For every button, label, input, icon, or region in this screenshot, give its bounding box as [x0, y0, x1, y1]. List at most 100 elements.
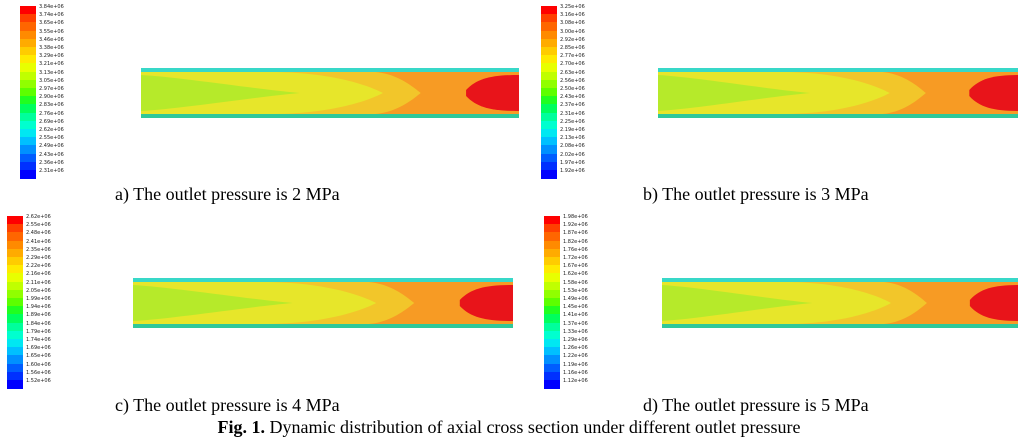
colorbar-swatch [541, 120, 557, 130]
colorbar-swatch [20, 145, 36, 154]
colorbar-tick-label: 3.00e+06 [560, 28, 585, 35]
colorbar-tick-label: 2.63e+06 [560, 69, 585, 76]
colorbar-swatch [7, 306, 23, 315]
colorbar-swatch [20, 153, 36, 163]
contour-band-red [459, 285, 513, 321]
contour-rim-bottom [658, 114, 1018, 118]
colorbar-tick-label: 1.37e+06 [563, 320, 588, 327]
colorbar-tick-label: 1.69e+06 [26, 345, 51, 352]
colorbar-swatch [20, 30, 36, 40]
colorbar-tick-label: 2.69e+06 [39, 118, 64, 125]
colorbar-swatch [541, 145, 557, 154]
colorbar-swatch [7, 216, 23, 225]
colorbar-swatch [541, 47, 557, 56]
colorbar-tick-label: 1.52e+06 [26, 378, 51, 384]
colorbar-tick-label: 2.85e+06 [560, 45, 585, 51]
colorbar-tick-label: 1.89e+06 [26, 312, 51, 319]
colorbar-swatch [544, 232, 560, 241]
colorbar-tick-label: 3.13e+06 [39, 69, 64, 76]
contour-rim-bottom [662, 324, 1018, 328]
colorbar-tick-label: 1.45e+06 [563, 304, 588, 311]
colorbar-swatch [7, 248, 23, 258]
colorbar-tick-label: 3.21e+06 [39, 61, 64, 68]
colorbar-swatch [20, 71, 36, 81]
colorbar-tick-label: 2.43e+06 [560, 94, 585, 101]
colorbar-tick-label: 2.11e+06 [26, 279, 51, 286]
pressure-contour [133, 278, 513, 328]
colorbar-tick-label: 1.76e+06 [563, 246, 588, 253]
figure-label: Fig. 1. [217, 417, 265, 437]
colorbar-tick-label: 2.55e+06 [39, 135, 64, 142]
colorbar-swatch [541, 129, 557, 138]
colorbar-tick-label: 2.25e+06 [560, 118, 585, 125]
colorbar-swatch [7, 281, 23, 291]
colorbar-swatch [544, 363, 560, 373]
colorbar-swatch [7, 330, 23, 340]
colorbar-swatch [541, 153, 557, 163]
colorbar-swatch [541, 104, 557, 113]
colorbar-tick-label: 3.46e+06 [39, 36, 64, 43]
colorbar-tick-label: 2.22e+06 [26, 263, 51, 270]
colorbar-swatch [544, 216, 560, 225]
colorbar-tick-label: 2.08e+06 [560, 143, 585, 150]
colorbar-swatch [20, 170, 36, 179]
colorbar-tick-label: 2.02e+06 [560, 151, 585, 158]
panel-caption: c) The outlet pressure is 4 MPa [115, 395, 340, 415]
colorbar-tick-label: 1.67e+06 [563, 263, 588, 270]
colorbar-swatch [544, 306, 560, 315]
colorbar-tick-label: 2.90e+06 [39, 94, 64, 101]
colorbar-swatch [7, 314, 23, 323]
colorbar-swatch [20, 38, 36, 48]
colorbar-tick-label: 1.19e+06 [563, 361, 588, 368]
colorbar-swatch [20, 161, 36, 171]
contour-band-red [466, 75, 519, 111]
colorbar-swatch [544, 347, 560, 356]
contour-band-lime [658, 75, 811, 111]
colorbar-tick-label: 2.41e+06 [26, 238, 51, 245]
colorbar-swatch [541, 112, 557, 122]
colorbar-swatch [7, 224, 23, 233]
colorbar-swatch [541, 6, 557, 15]
panel-caption: a) The outlet pressure is 2 MPa [115, 184, 340, 204]
colorbar-tick-label: 2.19e+06 [560, 127, 585, 133]
colorbar-swatch [20, 22, 36, 31]
colorbar-tick-label: 2.70e+06 [560, 61, 585, 68]
contour-rim-top [662, 278, 1018, 282]
colorbar-tick-label: 1.22e+06 [563, 353, 588, 360]
colorbar-swatch [7, 347, 23, 356]
colorbar-swatch [541, 170, 557, 179]
colorbar-swatch [7, 355, 23, 364]
colorbar-tick-label: 3.08e+06 [560, 20, 585, 27]
colorbar-swatch [541, 88, 557, 97]
colorbar-tick-label: 2.92e+06 [560, 36, 585, 43]
colorbar-swatch [541, 55, 557, 64]
colorbar-tick-label: 1.60e+06 [26, 361, 51, 368]
colorbar-swatch [544, 322, 560, 332]
colorbar-swatch [20, 88, 36, 97]
colorbar-tick-label: 3.38e+06 [39, 45, 64, 51]
colorbar-tick-label: 1.41e+06 [563, 312, 588, 319]
colorbar-swatch [20, 137, 36, 146]
colorbar-tick-label: 1.62e+06 [563, 271, 588, 278]
colorbar-swatch [20, 104, 36, 113]
colorbar-swatch [7, 298, 23, 307]
colorbar-swatch [7, 363, 23, 373]
colorbar-swatch [541, 22, 557, 31]
colorbar-swatch [20, 129, 36, 138]
colorbar-tick-label: 2.31e+06 [39, 168, 64, 174]
colorbar-swatch [544, 330, 560, 340]
colorbar-tick-label: 2.35e+06 [26, 246, 51, 253]
contour-band-lime [133, 285, 293, 321]
colorbar-tick-label: 1.98e+06 [563, 214, 588, 220]
colorbar-swatch [7, 265, 23, 274]
colorbar-tick-label: 3.84e+06 [39, 4, 64, 10]
colorbar-swatch [7, 339, 23, 348]
colorbar-tick-label: 1.94e+06 [26, 304, 51, 311]
colorbar-tick-label: 2.31e+06 [560, 110, 585, 117]
colorbar-swatch [544, 248, 560, 258]
colorbar-swatch [20, 96, 36, 105]
contour-band-red [969, 285, 1018, 321]
colorbar-tick-label: 1.92e+06 [560, 168, 585, 174]
colorbar-swatch [544, 298, 560, 307]
contour-rim-top [141, 68, 519, 72]
